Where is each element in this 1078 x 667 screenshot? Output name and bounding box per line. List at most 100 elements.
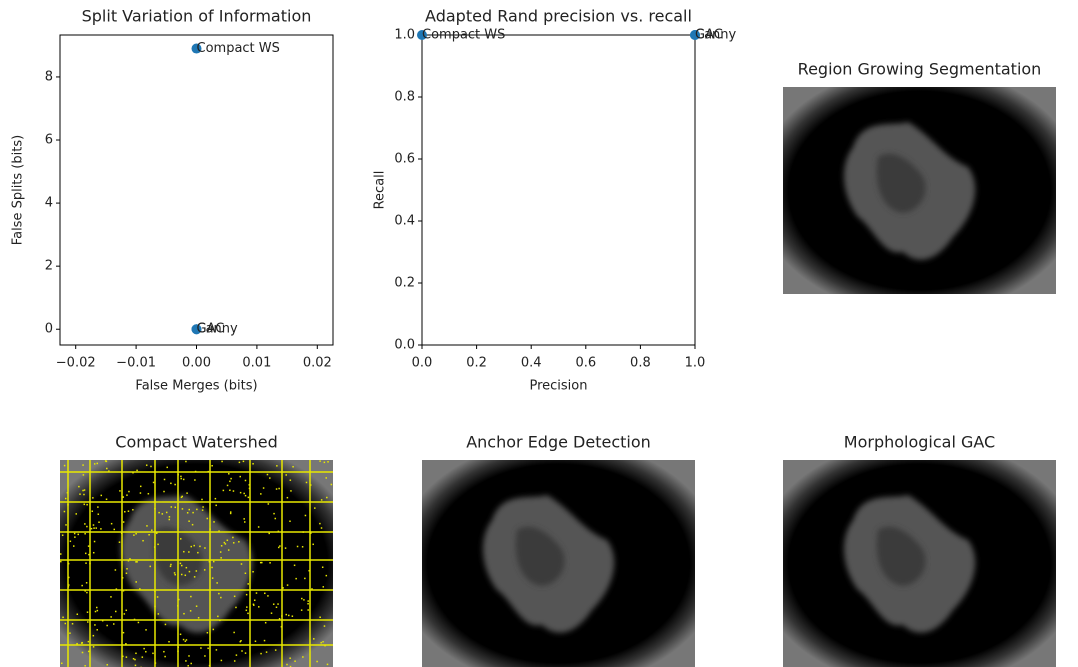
segment-dot	[96, 629, 98, 631]
segment-dot	[229, 489, 231, 492]
segment-dot	[180, 477, 182, 480]
segment-dot	[179, 562, 182, 565]
segment-dot	[246, 606, 248, 608]
segment-dot	[302, 531, 305, 533]
segment-dot	[232, 542, 235, 544]
segment-dot	[118, 541, 121, 543]
segment-dot	[169, 565, 172, 568]
segment-dot	[154, 605, 156, 608]
image-title: Anchor Edge Detection	[466, 433, 651, 452]
segment-dot	[189, 610, 192, 612]
segment-dot	[100, 528, 102, 530]
segment-dot	[227, 549, 230, 551]
segment-dot	[258, 606, 260, 608]
segment-dot	[93, 527, 95, 529]
segment-dot	[215, 649, 218, 651]
segment-dot	[294, 660, 296, 662]
segment-dot	[244, 494, 247, 497]
segment-dot	[265, 651, 268, 653]
segment-dot	[264, 592, 266, 595]
segment-dot	[152, 652, 154, 655]
segment-dot	[113, 528, 116, 531]
segment-dot	[161, 513, 164, 515]
segment-dot	[125, 643, 127, 645]
segment-dot	[127, 559, 130, 562]
point-label: Compact WS	[197, 41, 280, 56]
point-label: GAC	[197, 322, 225, 337]
segment-dot	[136, 469, 138, 472]
segment-dot	[126, 494, 128, 496]
segment-dot	[212, 628, 215, 631]
segment-dot	[245, 593, 248, 596]
segment-dot	[119, 490, 121, 492]
segment-dot	[154, 507, 156, 510]
segment-dot	[73, 532, 76, 535]
segment-dot	[229, 511, 232, 513]
segment-dot	[74, 536, 76, 538]
segment-dot	[248, 487, 251, 490]
segment-dot	[185, 460, 187, 463]
segment-dot	[71, 622, 74, 625]
y-tick-label: 4	[45, 196, 53, 211]
x-tick-label: 0.01	[242, 356, 271, 371]
segment-dot	[226, 539, 229, 542]
segment-dot	[322, 586, 325, 588]
segment-dot	[188, 508, 191, 511]
segment-dot	[142, 539, 144, 542]
segment-dot	[92, 646, 95, 648]
segment-dot	[326, 663, 329, 666]
segment-dot	[137, 621, 140, 624]
segment-dot	[233, 660, 236, 662]
segment-dot	[267, 503, 270, 505]
segment-dot	[319, 460, 321, 462]
point	[191, 324, 202, 335]
segment-dot	[197, 551, 199, 554]
x-tick-label: 0.2	[466, 356, 487, 371]
segment-dot	[289, 657, 291, 659]
segment-dot	[243, 518, 245, 520]
segment-dot	[259, 561, 262, 564]
segment-dot	[193, 576, 196, 578]
segment-dot	[282, 587, 284, 589]
segment-dot	[240, 640, 242, 642]
segment-dot	[69, 540, 72, 543]
segment-dot	[181, 495, 183, 498]
segment-dot	[216, 582, 218, 584]
segment-dot	[168, 516, 171, 518]
segment-dot	[220, 557, 222, 559]
segment-dot	[154, 590, 156, 593]
segment-dot	[232, 490, 235, 492]
segment-dot	[253, 604, 255, 606]
x-axis-label: False Merges (bits)	[135, 379, 257, 394]
segment-dot	[262, 487, 265, 489]
segment-dot	[192, 511, 194, 514]
segment-dot	[158, 511, 160, 514]
segment-dot	[164, 623, 167, 626]
segment-dot	[64, 622, 67, 625]
segment-dot	[242, 460, 245, 463]
segment-dot	[132, 508, 134, 511]
segment-dot	[285, 474, 287, 476]
y-tick-label: 0	[45, 322, 53, 337]
segment-dot	[219, 551, 222, 553]
segment-dot	[183, 612, 185, 615]
y-tick-label: 0.4	[394, 214, 415, 229]
segment-dot	[244, 521, 246, 523]
segment-dot	[86, 611, 89, 613]
segment-dot	[188, 551, 190, 553]
segment-dot	[218, 530, 220, 532]
segment-dot	[95, 527, 97, 529]
segment-dot	[132, 471, 134, 474]
segment-dot	[244, 572, 247, 575]
segment-dot	[133, 618, 136, 621]
segment-dot	[150, 465, 152, 468]
segment-dot	[253, 599, 256, 601]
segment-dot	[292, 465, 294, 468]
images	[60, 87, 1056, 667]
x-tick-label: 0.02	[303, 356, 332, 371]
segment-dot	[76, 613, 79, 616]
segment-dot	[125, 572, 128, 575]
segment-dot	[204, 655, 206, 657]
y-tick-label: 0.0	[394, 338, 415, 353]
segment-dot	[266, 473, 269, 476]
